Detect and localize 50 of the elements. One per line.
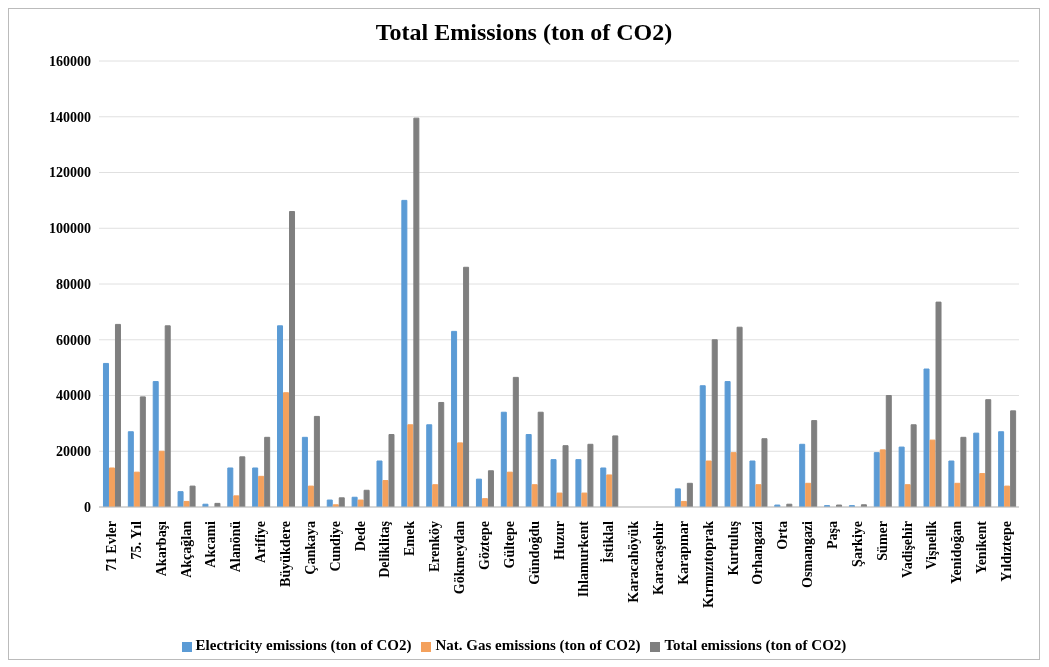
x-tick-label: Akcami <box>203 520 219 568</box>
x-tick-label: Cundiye <box>327 521 343 572</box>
y-tick-label: 160000 <box>49 53 91 69</box>
x-tick-label: 71 Evler <box>103 521 119 572</box>
y-tick-label: 60000 <box>56 332 91 348</box>
x-tick-label: Vişnelik <box>924 520 940 570</box>
legend-label: Electricity emissions (ton of CO2) <box>195 637 412 653</box>
x-tick-label: Göztepe <box>476 521 492 570</box>
y-tick-label: 80000 <box>56 276 91 292</box>
y-tick-label: 0 <box>84 499 91 515</box>
x-tick-label: Osmangazi <box>800 520 816 588</box>
legend-label: Total emissions (ton of CO2) <box>664 637 847 653</box>
x-tick-label: Yenikent <box>974 520 990 574</box>
chart-title: Total Emissions (ton of CO2) <box>374 18 674 47</box>
x-tick-label: Büyükdere <box>277 521 293 587</box>
x-tick-label: Yenidoğan <box>949 520 965 585</box>
x-tick-label: Gökmeydan <box>452 520 468 595</box>
x-tick-label: Erenköy <box>427 521 443 573</box>
x-tick-label: Kırmızıtoprak <box>700 520 716 609</box>
x-tick-label: Kurtuluş <box>725 520 741 576</box>
y-tick-label: 20000 <box>56 444 91 460</box>
x-tick-label: Emek <box>402 520 418 556</box>
x-tick-label: Sümer <box>874 521 890 561</box>
x-tick-label: Dede <box>352 521 368 552</box>
x-tick-label: Akçağlan <box>178 520 194 578</box>
x-tick-label: Karacahöyük <box>626 520 642 603</box>
x-tick-label: Arifiye <box>253 521 269 563</box>
x-tick-label: Karapınar <box>675 521 691 585</box>
x-tick-label: Yıldıztepe <box>999 521 1015 582</box>
legend-label: Nat. Gas emissions (ton of CO2) <box>435 637 641 653</box>
x-tick-label: Paşa <box>825 521 841 549</box>
x-tick-label: Gültepe <box>501 521 517 569</box>
x-tick-label: Ihlamurkent <box>576 520 592 598</box>
x-tick-label: Akarbaşı <box>153 520 169 577</box>
y-tick-label: 40000 <box>56 388 91 404</box>
x-tick-label: Vadişehir <box>899 521 915 579</box>
x-tick-label: Huzur <box>551 521 567 560</box>
x-tick-label: Çankaya <box>302 521 318 575</box>
x-tick-label: Karacaşehir <box>650 521 666 595</box>
x-tick-label: Orhangazi <box>750 520 766 585</box>
x-tick-label: Gündoğdu <box>526 520 542 585</box>
x-tick-label: İstiklal <box>600 520 617 564</box>
y-tick-label: 100000 <box>49 221 91 237</box>
x-tick-label: Deliklitaş <box>377 520 393 578</box>
y-tick-label: 140000 <box>49 109 91 125</box>
y-tick-label: 120000 <box>49 165 91 181</box>
x-tick-label: Orta <box>775 521 791 550</box>
x-tick-label: Şarkiye <box>849 521 865 567</box>
x-tick-label: Alanönü <box>228 520 244 573</box>
x-tick-label: 75. Yıl <box>128 520 144 560</box>
